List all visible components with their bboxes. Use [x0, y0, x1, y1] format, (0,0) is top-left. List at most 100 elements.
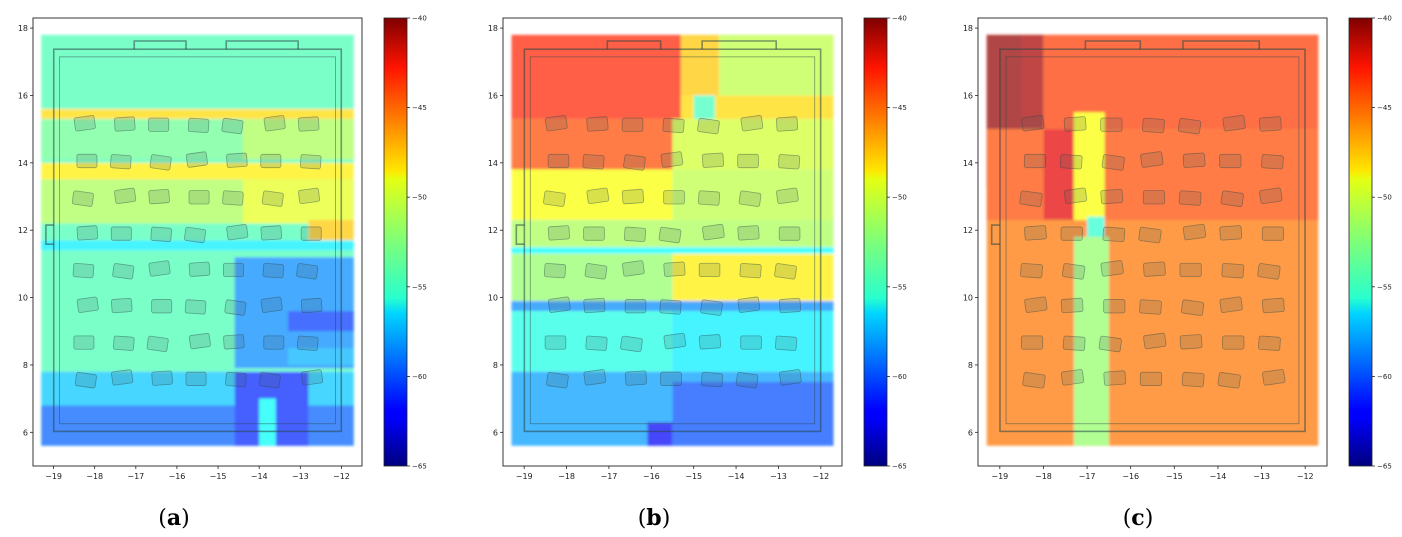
desk: [148, 260, 171, 277]
desk: [300, 297, 323, 314]
heatmap-cell: [511, 253, 673, 301]
desk: [778, 226, 801, 241]
desk: [297, 187, 321, 205]
door-notch: [133, 40, 187, 50]
desk: [148, 188, 170, 205]
desk: [185, 371, 207, 386]
x-tick-label: −13: [770, 472, 787, 481]
desk: [583, 297, 606, 314]
y-tick-label: 14: [963, 159, 973, 168]
x-tick-label: −12: [812, 472, 829, 481]
heatmap-cell: [511, 119, 673, 170]
x-tick-label: −14: [251, 472, 268, 481]
heatmap-cell: [242, 179, 354, 224]
desk: [659, 299, 682, 315]
desk: [1258, 116, 1282, 132]
desk: [223, 334, 245, 350]
desk: [738, 190, 762, 207]
heatmap: [41, 34, 354, 446]
desk: [1103, 370, 1127, 386]
heatmap-cell: [41, 162, 354, 180]
heatmap-cell: [511, 220, 834, 248]
desk: [151, 370, 173, 386]
heatmap: [986, 34, 1319, 446]
x-tick-label: −15: [210, 472, 227, 481]
desk: [1219, 225, 1243, 241]
desk: [188, 261, 211, 277]
desk: [1222, 335, 1245, 350]
chart-panel-b: −19 −18 −17 −16 −15 −14 −13 −12 6 8 10 12 14 16 18 −40 −…: [488, 15, 907, 532]
heatmap-cell: [41, 119, 243, 160]
desk: [621, 117, 644, 132]
desk: [662, 117, 685, 134]
heatmap-cell: [259, 398, 276, 446]
window-notch: [45, 224, 54, 245]
desk: [1019, 190, 1043, 207]
desk: [110, 154, 132, 170]
heatmap-cell: [1087, 216, 1105, 237]
desk: [584, 263, 608, 280]
desk: [586, 116, 609, 132]
desk: [1060, 297, 1084, 314]
x-tick-label: −13: [292, 472, 309, 481]
desk: [544, 335, 567, 350]
panel-caption: (c): [1123, 505, 1154, 531]
desk: [547, 225, 570, 241]
heatmap-cell: [672, 311, 834, 372]
desk: [1101, 154, 1125, 171]
desk: [582, 154, 605, 170]
desk: [778, 297, 802, 314]
colorbar: [1348, 17, 1373, 467]
desk: [1060, 226, 1083, 241]
door-notch: [1084, 40, 1142, 50]
y-tick-label: 10: [488, 294, 498, 303]
desk: [151, 299, 173, 314]
chart-panel-a: −19 −18 −17 −16 −15 −14 −13 −12 6 8 10 12 14 16 18 −40 −…: [18, 15, 427, 532]
desk: [1061, 263, 1086, 280]
desk: [72, 262, 95, 279]
y-tick-label: 18: [963, 24, 973, 33]
desk: [1023, 153, 1047, 169]
desk: [697, 117, 720, 135]
colorbar-tick-label: −40: [892, 15, 907, 23]
colorbar-tick-label: −50: [1377, 194, 1392, 202]
colorbar-tick-label: −40: [412, 15, 427, 23]
desk: [1098, 335, 1122, 353]
desk: [1257, 263, 1281, 280]
desk: [546, 372, 569, 389]
x-tick-label: −14: [728, 472, 745, 481]
y-tick-label: 12: [18, 226, 28, 235]
heatmap-cell: [511, 169, 673, 221]
chart-panel-c: −19 −18 −17 −16 −15 −14 −13 −12 6 8 10 12 14 16 18 −40 −…: [963, 15, 1392, 532]
desk: [658, 226, 682, 244]
heatmap-cell: [1021, 34, 1044, 130]
y-tick-label: 8: [493, 361, 498, 370]
desk: [149, 154, 172, 171]
desk: [263, 335, 285, 350]
desk: [1063, 187, 1088, 205]
x-tick-label: −12: [1297, 472, 1314, 481]
x-tick-label: −17: [1079, 472, 1096, 481]
desk: [76, 225, 99, 241]
desk: [623, 226, 647, 242]
desk: [697, 190, 721, 206]
desk: [583, 226, 605, 241]
heatmap-cell: [1073, 112, 1105, 221]
x-tick-label: −16: [643, 472, 660, 481]
desk: [71, 190, 94, 207]
desk: [1219, 153, 1242, 169]
desk: [660, 371, 682, 386]
desk: [1100, 260, 1124, 277]
y-tick-label: 14: [488, 159, 498, 168]
desk: [702, 223, 725, 241]
x-tick-label: −19: [45, 472, 62, 481]
desk: [222, 190, 244, 206]
floor-plan: [515, 40, 822, 433]
x-tick-label: −16: [1122, 472, 1139, 481]
colorbar-tick-label: −40: [1377, 15, 1392, 23]
desk: [146, 335, 169, 353]
x-tick-label: −16: [168, 472, 185, 481]
desk: [740, 335, 762, 350]
desk: [740, 114, 764, 132]
desk: [1063, 116, 1087, 132]
